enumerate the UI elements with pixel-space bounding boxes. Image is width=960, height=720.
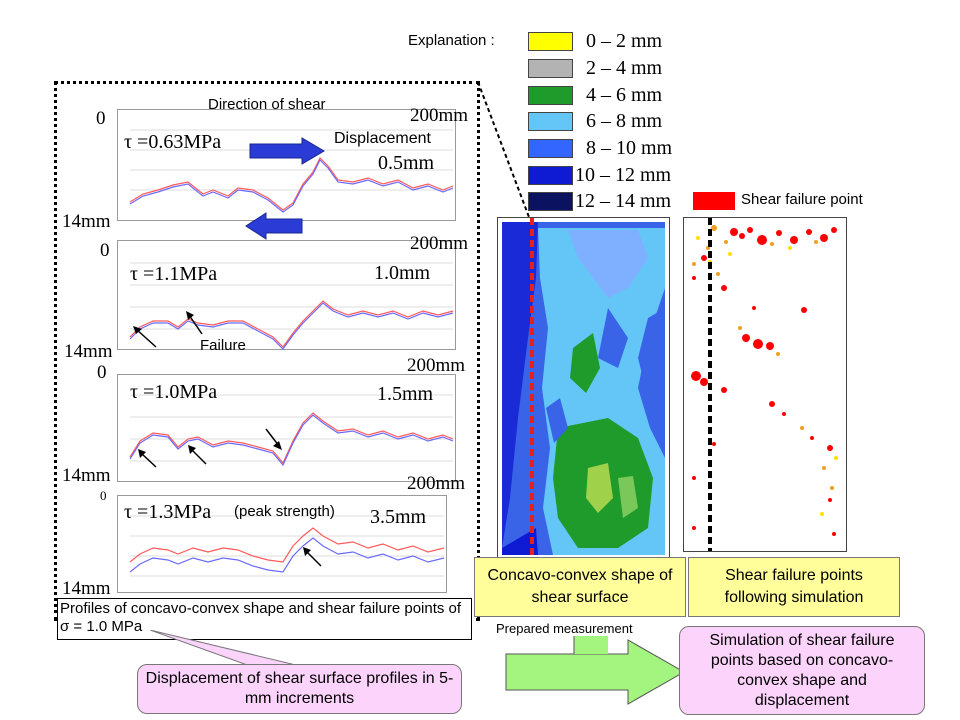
panel-3-tau: τ =1.0MPa xyxy=(130,381,218,403)
legend-label-12-14: 12 – 14 mm xyxy=(575,190,672,212)
profile-line-red-3 xyxy=(129,412,454,465)
prepared-label: Prepared measurement xyxy=(496,621,633,636)
profile-chart-4 xyxy=(129,515,445,577)
failure-arrow-icon xyxy=(188,445,207,465)
shear-failure-map xyxy=(683,217,847,552)
panel-4-y-top: 0 xyxy=(100,488,107,503)
concavo-convex-map xyxy=(497,217,670,558)
panel-1-x-end: 200mm xyxy=(410,105,469,126)
panel-3-displacement: 1.5mm xyxy=(377,383,434,405)
panel-4-peak-label: (peak strength) xyxy=(234,503,335,520)
legend-label-10-12: 10 – 12 mm xyxy=(575,164,672,186)
legend-label-4-6: 4 – 6 mm xyxy=(586,84,663,106)
profile-panel-2 xyxy=(117,240,456,350)
legend-label-2-4: 2 – 4 mm xyxy=(586,57,663,79)
profile-line-red-4 xyxy=(129,527,445,563)
profile-line-blue-2 xyxy=(129,302,454,350)
contour-map-svg xyxy=(502,222,665,555)
profile-chart-2 xyxy=(129,262,454,350)
profiles-caption: Profiles of concavo-convex shape and she… xyxy=(57,598,472,640)
profile-panel-3 xyxy=(117,374,456,482)
profile-line-blue-1 xyxy=(129,158,454,213)
shear-arrow-left-icon xyxy=(245,212,303,240)
failure-arrow-icon xyxy=(303,547,322,567)
panel-4-tau: τ =1.3MPa xyxy=(124,501,212,523)
displacement-note: Displacement of shear surface profiles i… xyxy=(137,664,462,714)
profile-line-blue-3 xyxy=(129,414,454,467)
shape-caption: Concavo-convex shape of shear surface xyxy=(474,557,686,617)
panel-4-x-end: 200mm xyxy=(407,473,466,494)
zoom-connector-lines xyxy=(477,81,533,226)
legend-label-6-8: 6 – 8 mm xyxy=(586,110,663,132)
simulation-note: Simulation of shear failure points based… xyxy=(679,626,925,715)
panel-3-y-bottom: 14mm xyxy=(62,465,111,486)
panel-2-tau: τ =1.1MPa xyxy=(130,263,218,285)
panel-2-displacement: 1.0mm xyxy=(374,262,431,284)
failure-arrow-icon xyxy=(265,428,282,450)
failure-arrow-icon xyxy=(133,326,157,348)
legend-label-8-10: 8 – 10 mm xyxy=(586,137,673,159)
explanation-label: Explanation : xyxy=(408,32,495,49)
panel-1-tau: τ =0.63MPa xyxy=(124,131,222,153)
legend-swatch-6-8 xyxy=(528,112,573,131)
panel-1-displacement: 0.5mm xyxy=(378,152,435,174)
panel-4-y-bottom: 14mm xyxy=(62,578,111,599)
flow-arrow-icon xyxy=(505,636,686,705)
panel-1-y-top: 0 xyxy=(96,108,106,129)
profile-panel-4 xyxy=(117,495,447,593)
failure-arrow-icon xyxy=(186,311,203,335)
profile-line-red-2 xyxy=(129,300,454,348)
failure-legend-swatch xyxy=(693,192,735,210)
panel-2-x-end: 200mm xyxy=(410,233,469,254)
panel-2-y-top: 0 xyxy=(100,240,110,261)
section-line-red xyxy=(530,218,534,557)
panel-1-y-bottom: 14mm xyxy=(62,211,111,232)
panel-4-displacement: 3.5mm xyxy=(370,506,427,528)
legend-swatch-0-2 xyxy=(528,32,573,51)
panel-3-y-top: 0 xyxy=(97,362,107,383)
legend-swatch-12-14 xyxy=(528,192,573,211)
profile-panel-1 xyxy=(117,109,456,221)
legend-swatch-10-12 xyxy=(528,166,573,185)
profile-line-blue-4 xyxy=(129,537,445,573)
displacement-label: Displacement xyxy=(334,130,431,147)
failure-label: Failure xyxy=(200,337,246,354)
shear-arrow-right-icon xyxy=(249,137,325,165)
legend-swatch-8-10 xyxy=(528,139,573,158)
legend-label-0-2: 0 – 2 mm xyxy=(586,30,663,52)
direction-of-shear-label: Direction of shear xyxy=(208,96,326,113)
legend-swatch-2-4 xyxy=(528,59,573,78)
failure-arrow-icon xyxy=(138,449,157,468)
profile-line-red-1 xyxy=(129,156,454,211)
failure-legend-label: Shear failure point xyxy=(741,191,863,208)
failure-caption: Shear failure points following simulatio… xyxy=(688,557,900,617)
panel-3-x-end: 200mm xyxy=(407,355,466,376)
panel-2-y-bottom: 14mm xyxy=(64,341,113,362)
legend-swatch-4-6 xyxy=(528,86,573,105)
profile-chart-3 xyxy=(129,394,454,467)
section-line-black xyxy=(708,218,712,551)
